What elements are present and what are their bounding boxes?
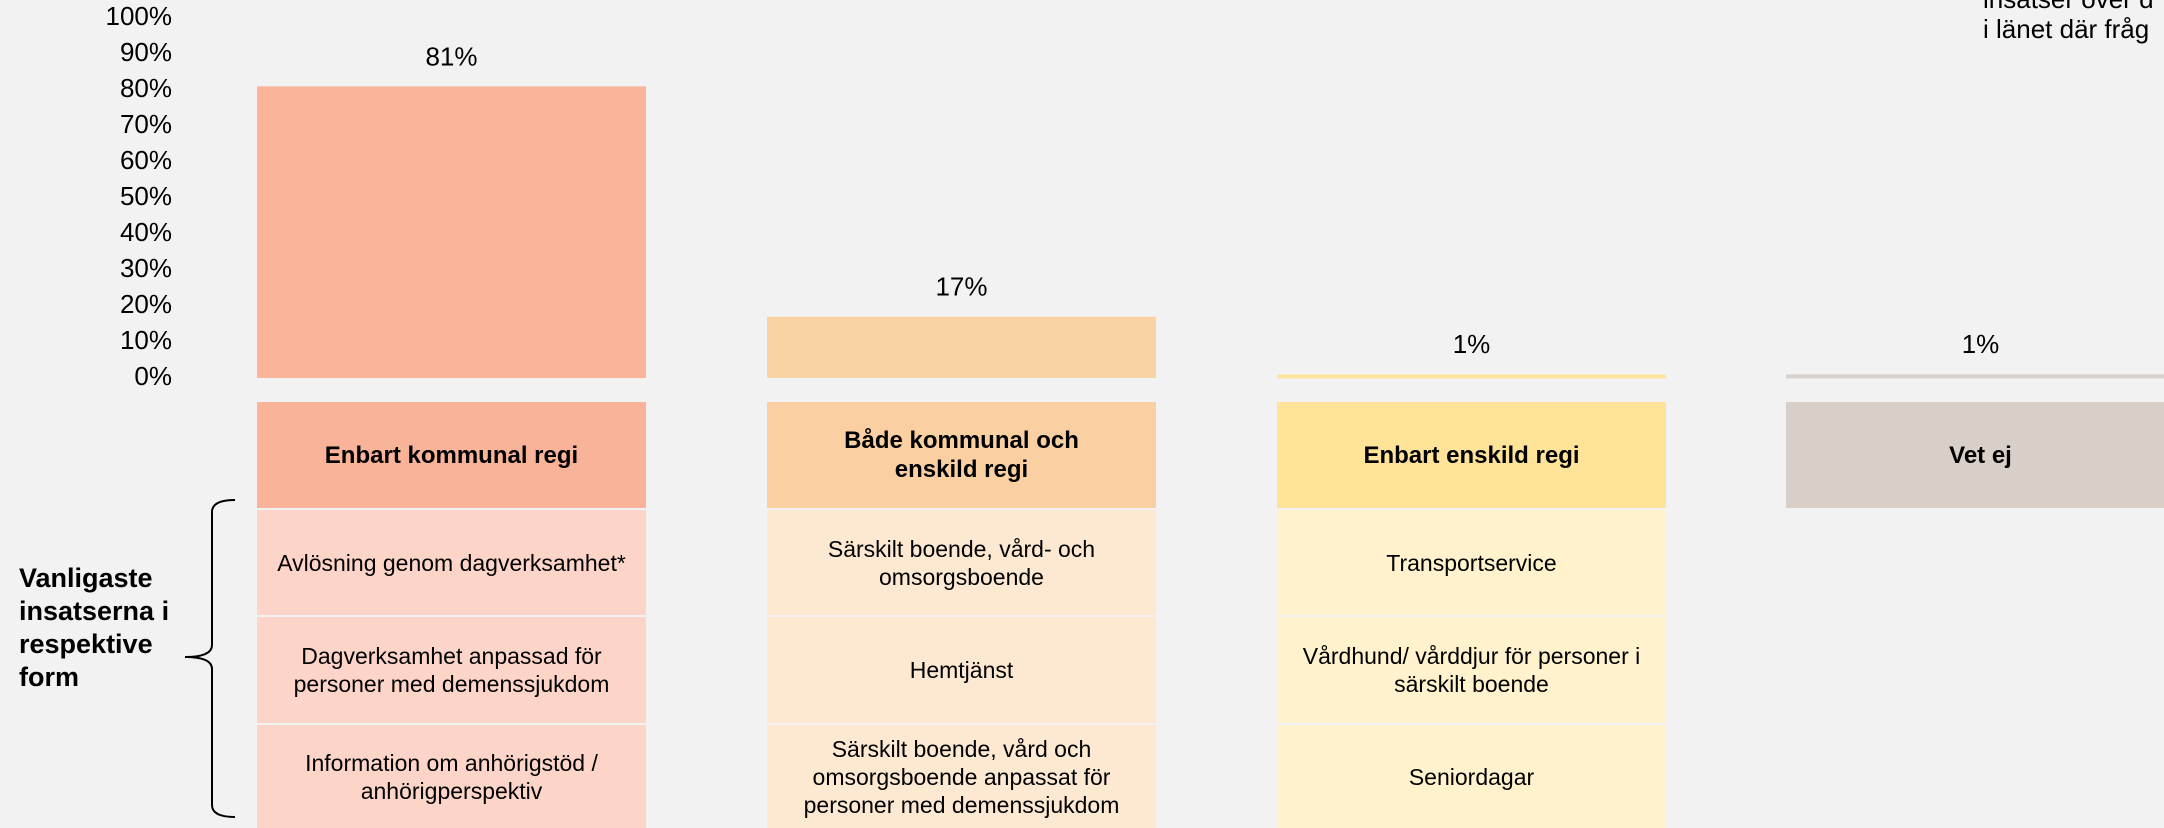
column-header: Enbart kommunal regi bbox=[257, 402, 646, 508]
y-tick-label: 80% bbox=[120, 73, 172, 103]
note: insatser över di länet där fråg bbox=[1983, 0, 2154, 44]
value-label: 81% bbox=[425, 41, 477, 71]
table-cell: Transportservice bbox=[1277, 508, 1666, 615]
y-tick-label: 60% bbox=[120, 145, 172, 175]
value-label: 17% bbox=[935, 272, 987, 302]
bar bbox=[767, 316, 1156, 378]
table-cell: Dagverksamhet anpassad för personer med … bbox=[257, 615, 646, 723]
y-tick-label: 20% bbox=[120, 289, 172, 319]
brace bbox=[184, 499, 236, 818]
row-group-label: Vanligaste insatserna i respektive form bbox=[19, 563, 170, 692]
y-tick-label: 30% bbox=[120, 253, 172, 283]
table-cell: Hemtjänst bbox=[767, 615, 1156, 723]
table-cell: Särskilt boende, vård- och omsorgsboende bbox=[767, 508, 1156, 615]
y-tick-label: 90% bbox=[120, 37, 172, 67]
bar bbox=[257, 86, 646, 379]
value-label: 1% bbox=[1453, 329, 1491, 359]
note-line: i länet där fråg bbox=[1983, 14, 2150, 44]
column-header: Enbart enskild regi bbox=[1277, 402, 1666, 508]
table-cell: Särskilt boende, vård och omsorgsboende … bbox=[767, 723, 1156, 828]
y-tick-label: 70% bbox=[120, 109, 172, 139]
column-header: Vet ej bbox=[1786, 402, 2164, 508]
y-tick-label: 40% bbox=[120, 217, 172, 247]
bar bbox=[1277, 374, 1666, 379]
table-cell: Vårdhund/ vårddjur för personer i särski… bbox=[1277, 615, 1666, 723]
y-tick-label: 100% bbox=[106, 1, 173, 31]
bar bbox=[1786, 374, 2164, 379]
y-tick-label: 0% bbox=[134, 361, 172, 391]
y-tick-label: 10% bbox=[120, 325, 172, 355]
column-header: Både kommunal och enskild regi bbox=[767, 402, 1156, 508]
value-label: 1% bbox=[1962, 329, 2000, 359]
table-cell: Information om anhörigstöd / anhörigpers… bbox=[257, 723, 646, 828]
table-cell: Seniordagar bbox=[1277, 723, 1666, 828]
table-cell: Avlösning genom dagverksamhet* bbox=[257, 508, 646, 615]
note-line: insatser över d bbox=[1983, 0, 2154, 14]
y-tick-label: 50% bbox=[120, 181, 172, 211]
